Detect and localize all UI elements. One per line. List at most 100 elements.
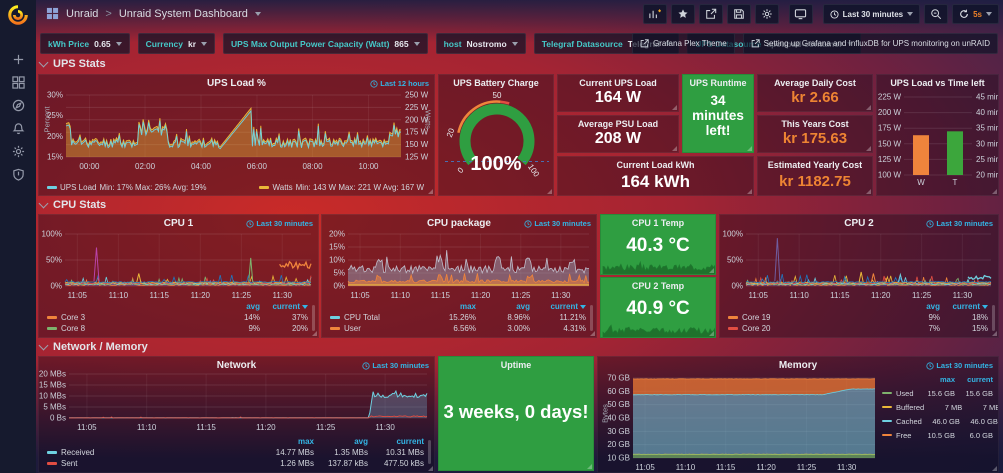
explore-icon[interactable]	[0, 94, 36, 117]
svg-text:5%: 5%	[333, 269, 345, 278]
ups-bar-chart[interactable]: 225 W 200 W 175 W 150 W 125 W 100 W 45 min 40 m…	[877, 89, 999, 193]
legend-row[interactable]: Free 10.5 GB 6.0 GB	[882, 428, 993, 442]
panel-title[interactable]: Memory	[778, 360, 818, 371]
svg-text:08:00: 08:00	[303, 162, 324, 171]
panel-cpu1-temp: CPU 1 Temp 40.3 °C	[600, 214, 716, 275]
svg-text:11:30: 11:30	[953, 291, 973, 300]
panel-title[interactable]: CPU 1 Temp	[631, 218, 685, 228]
panel-time-range[interactable]: Last 30 minutes	[926, 219, 993, 228]
svg-text:50%: 50%	[46, 256, 62, 265]
svg-text:25 min: 25 min	[976, 155, 999, 164]
variable-kwh-price[interactable]: kWh Price 0.65	[40, 33, 130, 54]
legend-header[interactable]: avg current	[47, 301, 308, 312]
link-ups-monitoring-guide[interactable]: Setting up Grafana and InfluxDB for UPS …	[742, 33, 998, 54]
cpu2-graph[interactable]: 100% 50% 0% 11:05 11:10 11:15 11:20 11:25 11:30	[720, 228, 999, 306]
section-ups-stats[interactable]: UPS Stats	[38, 57, 106, 70]
topbar-actions: Last 30 minutes 5s	[642, 4, 999, 24]
legend-row[interactable]: Used 15.6 GB 15.6 GB	[882, 386, 993, 400]
stat-value: 164 W	[594, 89, 642, 106]
legend-row[interactable]: Core 3 14% 37%	[47, 312, 308, 323]
memory-graph[interactable]: 70 GB 60 GB 50 GB 40 GB 30 GB 20 GB 10 GB 11:05…	[598, 370, 878, 473]
refresh-interval-label: 5s	[973, 9, 982, 19]
configuration-icon[interactable]	[0, 140, 36, 163]
panel-title[interactable]: UPS Load %	[207, 78, 266, 89]
legend-item[interactable]: UPS Load Min: 17% Max: 26% Avg: 19%	[47, 183, 207, 192]
panel-title[interactable]: Average Daily Cost	[774, 78, 856, 88]
breadcrumb-section[interactable]: Unraid	[66, 7, 99, 20]
variable-currency[interactable]: Currency kr	[137, 33, 216, 54]
panel-title[interactable]: Uptime	[500, 360, 532, 370]
panel-title[interactable]: Average PSU Load	[577, 119, 659, 129]
legend-scrollbar[interactable]	[428, 440, 431, 464]
svg-text:10:00: 10:00	[358, 162, 379, 171]
panel-title[interactable]: Current UPS Load	[579, 78, 657, 88]
panel-title[interactable]: This Years Cost	[781, 119, 849, 129]
panel-time-range[interactable]: Last 30 minutes	[246, 219, 313, 228]
svg-text:100 W: 100 W	[878, 171, 902, 180]
svg-text:11:05: 11:05	[635, 463, 655, 472]
panel-title[interactable]: CPU package	[427, 218, 491, 229]
legend-row[interactable]: Received 14.77 MBs 1.35 MBs 10.31 MBs	[47, 447, 424, 458]
legend-header[interactable]: avg current	[728, 301, 988, 312]
legend-row[interactable]: Core 19 9% 18%	[728, 312, 988, 323]
legend-row[interactable]: User 6.56% 3.00% 4.31%	[330, 323, 586, 334]
panel-time-range[interactable]: Last 30 minutes	[362, 361, 429, 370]
panel-title[interactable]: CPU 2 Temp	[631, 281, 685, 291]
stat-value: 40.9 °C	[626, 298, 690, 319]
cpu1-graph[interactable]: 100% 50% 0% 11:05 11:10 11:15 11:20 11:25 11:30	[39, 228, 319, 306]
legend-header[interactable]: max avg current	[297, 437, 424, 446]
panel-ups-load: UPS Load % Last 12 hours Percent Watts 3…	[38, 74, 435, 196]
panel-title[interactable]: UPS Load vs Time left	[890, 78, 985, 88]
legend-header[interactable]: max current	[939, 374, 993, 384]
panel-time-range[interactable]: Last 30 minutes	[524, 219, 591, 228]
panel-title[interactable]: Estimated Yearly Cost	[767, 160, 863, 170]
breadcrumb: Unraid > Unraid System Dashboard	[46, 7, 261, 20]
add-panel-button[interactable]	[642, 4, 667, 24]
variable-host[interactable]: host Nostromo	[435, 33, 526, 54]
alerting-icon[interactable]	[0, 117, 36, 140]
dashboards-icon[interactable]	[0, 71, 36, 94]
panel-title[interactable]: Network	[216, 360, 257, 371]
link-grafana-plex-theme[interactable]: Grafana Plex Theme	[631, 33, 735, 54]
cpu-package-graph[interactable]: 20% 15% 10% 5% 0% 11:05 11:10 11:15 11:20 11:25 11…	[322, 228, 597, 306]
server-admin-icon[interactable]	[0, 163, 36, 186]
chevron-down-icon[interactable]	[254, 11, 261, 16]
panel-title[interactable]: UPS Runtime	[689, 78, 747, 88]
legend-scrollbar[interactable]	[312, 305, 315, 331]
share-button[interactable]	[698, 4, 723, 24]
star-button[interactable]	[670, 4, 695, 24]
panel-title[interactable]: Current Load kWh	[616, 160, 695, 170]
legend-row[interactable]: Sent 1.26 MBs 137.87 kBs 477.50 kBs	[47, 458, 424, 469]
panel-time-range[interactable]: Last 12 hours	[370, 79, 429, 88]
legend-row[interactable]: Core 8 9% 20%	[47, 323, 308, 334]
variable-ups-max-output[interactable]: UPS Max Output Power Capacity (Watt) 865	[223, 33, 428, 54]
panel-title[interactable]: CPU 2	[844, 218, 874, 229]
legend-row[interactable]: Cached 46.0 GB 46.0 GB	[882, 414, 998, 428]
add-icon[interactable]	[0, 48, 36, 71]
ups-load-graph[interactable]: 30% 25% 20% 15% 250 W 225 W 200 W 175 W 150 W 125…	[39, 89, 435, 177]
legend-row[interactable]: Buffered 7 MB 7 MB	[882, 400, 998, 414]
zoom-out-button[interactable]	[924, 4, 949, 24]
panel-title[interactable]: CPU 1	[163, 218, 194, 229]
section-network-memory[interactable]: Network / Memory	[38, 340, 148, 353]
svg-text:30 GB: 30 GB	[607, 427, 630, 436]
legend-row[interactable]: CPU Total 15.26% 8.96% 11.21%	[330, 312, 586, 323]
refresh-picker[interactable]: 5s	[952, 4, 999, 24]
panel-time-range[interactable]: Last 30 minutes	[926, 361, 993, 370]
network-graph[interactable]: 20 MBs 15 MBs 10 MBs 5 MBs 0 Bs 11:05 11:10 11:…	[39, 370, 435, 438]
time-picker[interactable]: Last 30 minutes	[822, 4, 921, 24]
legend-item[interactable]: Watts Min: 143 W Max: 221 W Avg: 167 W	[259, 183, 424, 192]
dashboard-settings-button[interactable]	[754, 4, 779, 24]
cycle-view-button[interactable]	[788, 4, 813, 24]
legend-row[interactable]: Core 20 7% 15%	[728, 323, 988, 334]
panel-cpu2: CPU 2 Last 30 minutes 100% 50% 0% 11:05 11:1…	[719, 214, 999, 338]
save-button[interactable]	[726, 4, 751, 24]
breadcrumb-page-title[interactable]: Unraid System Dashboard	[118, 7, 248, 20]
svg-text:0%: 0%	[50, 282, 62, 291]
legend-scrollbar[interactable]	[992, 305, 995, 331]
grafana-logo[interactable]	[0, 0, 36, 30]
section-cpu-stats[interactable]: CPU Stats	[38, 198, 106, 211]
legend-header[interactable]: max avg current	[330, 301, 586, 312]
legend-scrollbar[interactable]	[590, 305, 593, 331]
panel-title[interactable]: UPS Battery Charge	[453, 78, 539, 88]
